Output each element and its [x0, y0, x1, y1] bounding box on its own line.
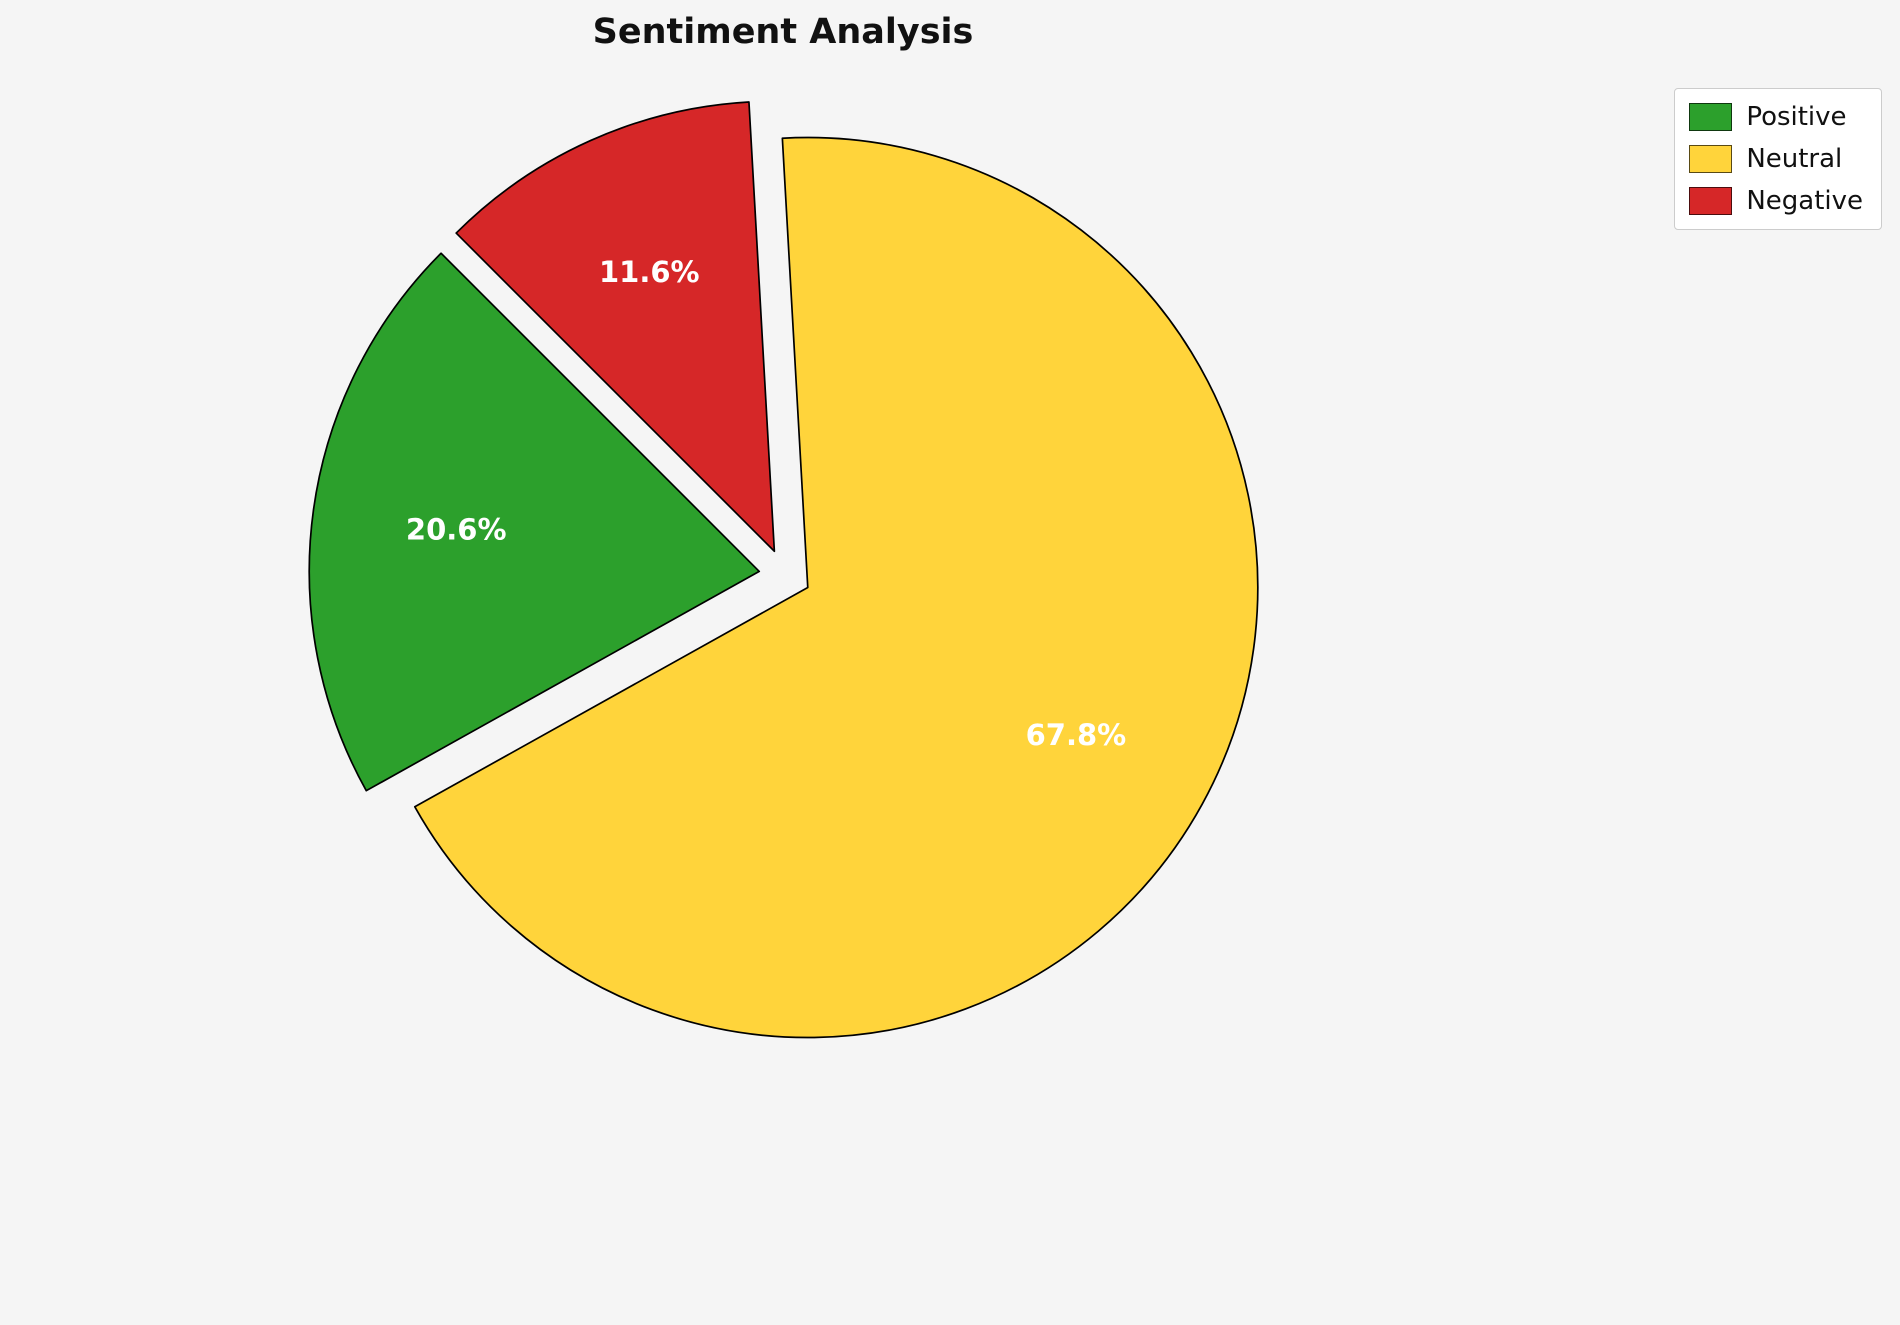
- pie-label-positive: 20.6%: [406, 512, 507, 546]
- pie-label-neutral: 67.8%: [1026, 718, 1127, 752]
- legend-item-neutral: Neutral: [1689, 145, 1863, 173]
- pie-slice-neutral: [413, 136, 1259, 1039]
- chart-title: Sentiment Analysis: [592, 12, 974, 52]
- legend-swatch-positive: [1689, 103, 1733, 131]
- legend-label-positive: Positive: [1746, 102, 1847, 132]
- legend-item-negative: Negative: [1689, 187, 1863, 215]
- legend-label-negative: Negative: [1746, 186, 1863, 216]
- legend-label-neutral: Neutral: [1746, 144, 1843, 174]
- legend-swatch-neutral: [1689, 145, 1733, 173]
- legend-swatch-negative: [1689, 187, 1733, 215]
- pie-label-negative: 11.6%: [599, 255, 700, 289]
- pie-slice-negative: [455, 101, 776, 553]
- pie-slice-positive: [308, 252, 761, 792]
- legend-item-positive: Positive: [1689, 103, 1863, 131]
- legend: Positive Neutral Negative: [1674, 88, 1882, 230]
